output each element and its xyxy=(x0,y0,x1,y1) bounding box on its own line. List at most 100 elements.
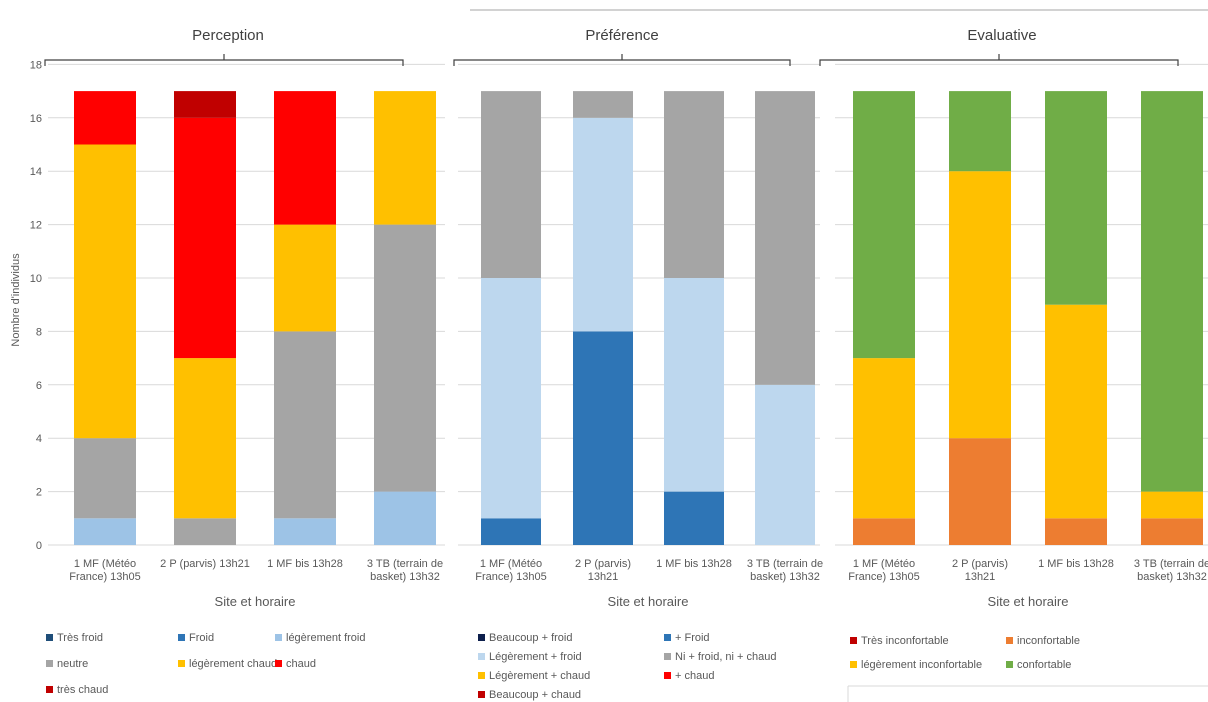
bar-segment xyxy=(374,224,436,492)
bar-segment xyxy=(573,91,633,118)
x-tick-label: basket) 13h32 xyxy=(370,571,440,583)
bar-segment xyxy=(481,278,541,519)
legend-swatch xyxy=(664,653,671,660)
legend-swatch xyxy=(275,660,282,667)
legend-swatch xyxy=(275,634,282,641)
bar-segment xyxy=(664,91,724,278)
legend-label: chaud xyxy=(286,658,316,670)
bar-segment xyxy=(374,91,436,225)
x-tick-label: 1 MF bis 13h28 xyxy=(1038,558,1114,570)
bar-segment xyxy=(949,91,1011,172)
section-brace xyxy=(44,54,404,66)
y-tick-label: 2 xyxy=(36,487,42,499)
x-tick-label: 2 P (parvis) 13h21 xyxy=(160,558,250,570)
legend-label: légèrement chaud xyxy=(189,658,277,670)
x-tick-label: basket) 13h32 xyxy=(750,571,820,583)
bar-segment xyxy=(755,91,815,385)
bar-segment xyxy=(949,171,1011,439)
x-tick-label: France) 13h05 xyxy=(69,571,141,583)
x-axis-title: Site et horaire xyxy=(988,594,1069,609)
legend-label: + Froid xyxy=(675,632,710,644)
x-tick-label: 1 MF (Météo xyxy=(480,558,542,570)
x-tick-label: 2 P (parvis) xyxy=(575,558,631,570)
x-tick-label: France) 13h05 xyxy=(475,571,547,583)
bar-segment xyxy=(274,224,336,332)
bar-segment xyxy=(755,384,815,545)
x-tick-label: 1 MF bis 13h28 xyxy=(656,558,732,570)
bar-segment xyxy=(174,358,236,519)
bar-segment xyxy=(481,91,541,278)
x-tick-label: 3 TB (terrain de xyxy=(367,558,443,570)
legend-swatch xyxy=(850,637,857,644)
labels: 0 2 4 6 8 10 12 14 16 18 Nombre d'individus Percept… xyxy=(10,27,1208,609)
x-tick-label: 1 MF (Météo xyxy=(74,558,136,570)
bar-segment xyxy=(853,358,915,519)
x-tick-label: 3 TB (terrain de xyxy=(747,558,823,570)
y-tick-label: 8 xyxy=(36,326,42,338)
section-title: Préférence xyxy=(585,27,658,44)
x-tick-label: 1 MF (Météo xyxy=(853,558,915,570)
x-tick-label: basket) 13h32 xyxy=(1137,571,1207,583)
legend-label: Très froid xyxy=(57,632,103,644)
legend-swatch xyxy=(46,660,53,667)
legend-label: légèrement froid xyxy=(286,632,366,644)
legend-swatch xyxy=(664,672,671,679)
legend-swatch xyxy=(478,672,485,679)
bar-segment xyxy=(274,331,336,519)
legend-label: très chaud xyxy=(57,684,108,696)
decorations xyxy=(44,9,1208,702)
section-title: Perception xyxy=(192,27,264,44)
section-brace xyxy=(453,54,791,66)
y-tick-label: 6 xyxy=(36,380,42,392)
legend-label: Ni + froid, ni + chaud xyxy=(675,651,777,663)
bar-segment xyxy=(1141,491,1203,519)
section-title: Evaluative xyxy=(967,27,1036,44)
bar-segment xyxy=(374,491,436,545)
bar-segment xyxy=(664,491,724,545)
legend-swatch xyxy=(178,634,185,641)
y-tick-label: 18 xyxy=(30,59,42,71)
bar-segment xyxy=(853,518,915,545)
legend-swatch xyxy=(478,634,485,641)
legend-swatch xyxy=(1006,637,1013,644)
x-axis-title: Site et horaire xyxy=(608,594,689,609)
x-tick-label: 1 MF bis 13h28 xyxy=(267,558,343,570)
legend-swatch xyxy=(478,653,485,660)
x-tick-label: 2 P (parvis) xyxy=(952,558,1008,570)
bar-segment xyxy=(664,278,724,492)
legend-label: Légèrement + froid xyxy=(489,651,582,663)
x-tick-label: 13h21 xyxy=(965,571,996,583)
legend-label: Froid xyxy=(189,632,214,644)
y-axis-title: Nombre d'individus xyxy=(10,253,22,347)
bar-segment xyxy=(1045,304,1107,519)
y-tick-label: 14 xyxy=(30,166,42,178)
legends: Très froid Froid légèrement froid neutre lég… xyxy=(46,632,1080,701)
bar-segment xyxy=(74,438,136,519)
y-tick-label: 0 xyxy=(36,540,42,552)
bar-segment xyxy=(174,117,236,359)
x-tick-label: France) 13h05 xyxy=(848,571,920,583)
bar-segment xyxy=(74,144,136,439)
bar-segment xyxy=(74,518,136,545)
legend-label: Très inconfortable xyxy=(861,635,949,647)
legend-swatch xyxy=(178,660,185,667)
legend-swatch xyxy=(46,634,53,641)
bar-segment xyxy=(174,518,236,545)
bar-segment xyxy=(174,91,236,118)
bar-segment xyxy=(1141,91,1203,492)
y-tick-label: 4 xyxy=(36,433,42,445)
legend-swatch xyxy=(664,634,671,641)
bar-segment xyxy=(274,518,336,545)
x-axis-title: Site et horaire xyxy=(215,594,296,609)
legend-swatch xyxy=(850,661,857,668)
y-tick-label: 16 xyxy=(30,113,42,125)
legend-label: Légèrement + chaud xyxy=(489,670,590,682)
bars xyxy=(74,91,1203,545)
bar-segment xyxy=(1141,518,1203,545)
bar-segment xyxy=(274,91,336,225)
legend-label: légèrement inconfortable xyxy=(861,659,982,671)
bar-segment xyxy=(1045,91,1107,305)
x-tick-label: 3 TB (terrain de xyxy=(1134,558,1208,570)
bar-segment xyxy=(74,91,136,145)
